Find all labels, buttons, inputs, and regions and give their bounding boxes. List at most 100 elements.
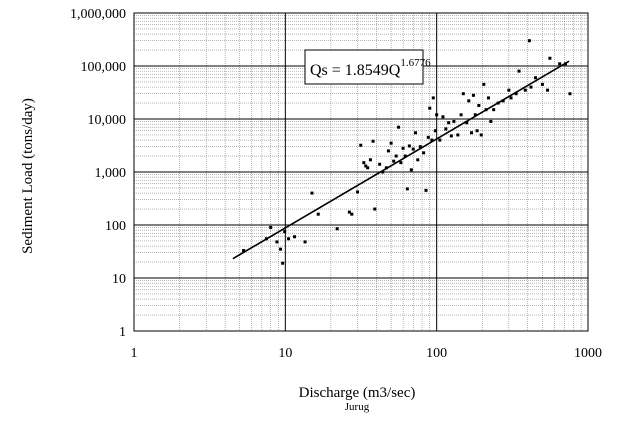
data-point (378, 162, 382, 166)
data-point (456, 133, 460, 137)
y-tick-label: 1 (119, 325, 126, 340)
data-point (492, 108, 496, 112)
data-point (403, 154, 407, 158)
data-point (407, 144, 411, 148)
data-point (242, 249, 246, 253)
data-point (381, 170, 385, 174)
x-axis-sublabel: Jurug (345, 401, 370, 413)
data-point (373, 207, 377, 211)
data-point (467, 99, 471, 103)
x-tick-label: 1 (131, 346, 138, 361)
data-point (347, 210, 351, 214)
x-tick-label: 10 (278, 346, 292, 361)
data-point (269, 225, 273, 229)
data-point (316, 212, 320, 216)
data-point (435, 113, 439, 117)
data-point (558, 62, 562, 66)
y-tick-label: 10 (112, 272, 126, 287)
data-point (392, 159, 396, 163)
data-point (486, 96, 490, 100)
data-point (275, 240, 279, 244)
data-point (411, 147, 415, 151)
equation-base: Qs = 1.8549Q (310, 62, 401, 79)
data-point (401, 146, 405, 150)
y-tick-label: 100,000 (81, 60, 127, 75)
data-point (546, 88, 550, 92)
data-point (507, 88, 511, 92)
equation-text: Qs = 1.8549Q1.6776 (310, 57, 431, 79)
data-point (418, 145, 422, 149)
equation-exponent: 1.6776 (400, 57, 431, 69)
data-point (477, 103, 481, 107)
data-point (473, 113, 477, 117)
data-point (416, 158, 420, 162)
data-point (465, 121, 469, 125)
data-point (517, 69, 521, 73)
y-axis-title: Sediment Load (tons/day) (20, 98, 36, 254)
data-point (527, 39, 531, 43)
data-point (438, 138, 442, 142)
y-tick-label: 100 (105, 219, 126, 234)
data-point (534, 76, 538, 80)
data-point (371, 139, 375, 143)
data-point (426, 135, 430, 139)
data-point (430, 138, 434, 142)
data-point (397, 125, 401, 129)
data-point (303, 240, 307, 244)
data-point (540, 82, 544, 86)
equation-box-border (304, 49, 424, 85)
data-point (364, 164, 368, 168)
data-point (452, 119, 456, 123)
x-tick-label: 1000 (574, 346, 602, 361)
y-axis-ticks: 1 10 100 1,000 10,000 100,000 1,000,000 (70, 7, 126, 340)
data-point (482, 82, 486, 86)
data-point (479, 133, 483, 137)
data-point (389, 141, 393, 145)
data-point (279, 247, 283, 251)
data-point (459, 113, 463, 117)
data-point (433, 129, 437, 133)
data-point (444, 127, 448, 131)
data-point (548, 56, 552, 60)
data-point (471, 93, 475, 97)
data-point (405, 187, 409, 191)
data-point (509, 96, 513, 100)
data-point (399, 161, 403, 165)
data-point (414, 131, 418, 135)
data-point (428, 106, 432, 110)
data-point (335, 227, 339, 231)
x-tick-label: 100 (426, 346, 447, 361)
data-point (293, 235, 297, 239)
data-point (489, 119, 493, 123)
data-point (281, 261, 285, 265)
data-point (386, 149, 390, 153)
data-point (424, 188, 428, 192)
regression-line (232, 60, 570, 260)
data-point (461, 92, 465, 96)
data-point (310, 191, 314, 195)
data-point (568, 92, 572, 96)
data-point (409, 168, 413, 172)
data-point (287, 237, 291, 241)
data-point (283, 230, 287, 234)
data-point (362, 161, 366, 165)
y-tick-label: 10,000 (88, 113, 127, 128)
data-point (441, 115, 445, 119)
data-point (368, 158, 372, 162)
x-axis-ticks: 1 10 100 1000 (131, 346, 603, 361)
x-axis-title: Discharge (m3/sec) (299, 385, 416, 401)
data-point (356, 190, 360, 194)
data-point (350, 212, 354, 216)
data-point (470, 131, 474, 135)
data-point (523, 88, 527, 92)
data-point (475, 129, 479, 133)
data-point (431, 96, 435, 100)
y-tick-label: 1,000 (95, 166, 127, 181)
data-point (514, 92, 518, 96)
data-point (449, 134, 453, 138)
data-point (447, 121, 451, 125)
data-point (359, 143, 363, 147)
data-point (366, 166, 370, 170)
equation-box: Qs = 1.8549Q1.6776 (304, 49, 431, 85)
